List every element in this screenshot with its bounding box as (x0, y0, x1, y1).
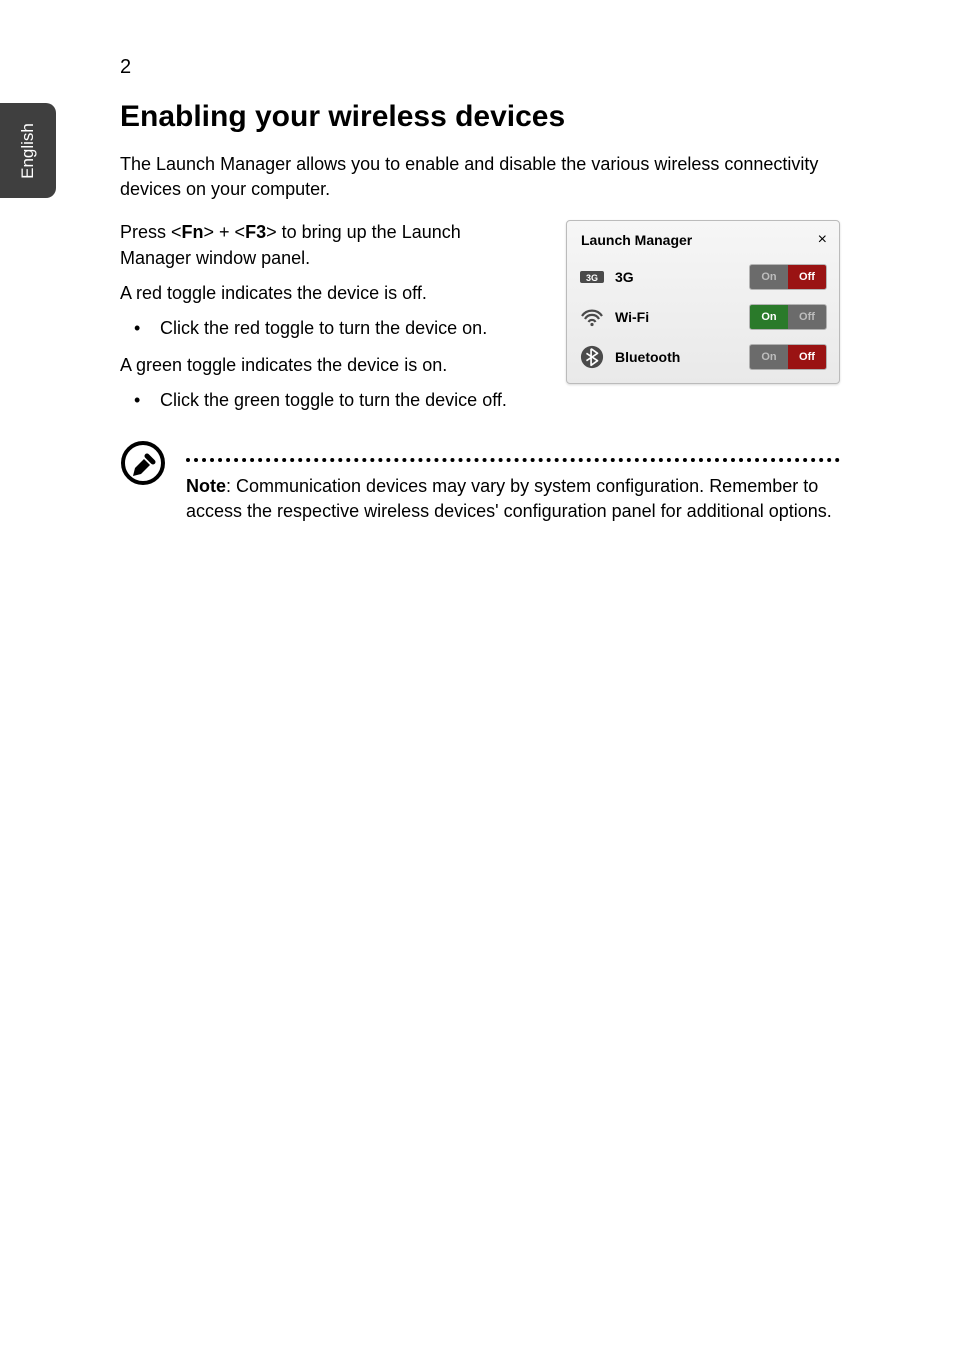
page-content: Enabling your wireless devices The Launc… (120, 100, 840, 524)
f3-key-label: F3 (245, 222, 266, 242)
bluetooth-label: Bluetooth (615, 349, 739, 365)
close-icon[interactable]: × (818, 231, 827, 249)
wifi-label: Wi-Fi (615, 309, 739, 325)
three-g-label: 3G (615, 269, 739, 285)
note-pin-icon (120, 440, 166, 486)
three-g-icon: 3G (579, 266, 605, 288)
green-bullet-item: Click the green toggle to turn the devic… (120, 388, 546, 413)
launch-manager-row-bluetooth: Bluetooth On Off (577, 337, 829, 377)
launch-manager-title: Launch Manager (581, 232, 692, 248)
wifi-toggle[interactable]: On Off (749, 304, 827, 330)
bluetooth-icon (579, 346, 605, 368)
red-bullet-list: Click the red toggle to turn the device … (120, 316, 546, 341)
dotted-divider (186, 458, 840, 462)
launch-manager-panel: Launch Manager × 3G 3G On Off (566, 220, 840, 384)
red-bullet-item: Click the red toggle to turn the device … (120, 316, 546, 341)
page-number: 2 (120, 56, 131, 79)
language-side-tab-label: English (18, 123, 38, 179)
note-block: Note: Communication devices may vary by … (120, 440, 840, 524)
press-instruction: Press <Fn> + <F3> to bring up the Launch… (120, 220, 520, 270)
bluetooth-toggle[interactable]: On Off (749, 344, 827, 370)
three-g-toggle[interactable]: On Off (749, 264, 827, 290)
page-title: Enabling your wireless devices (120, 100, 840, 134)
press-pre: Press < (120, 222, 182, 242)
fn-key-label: Fn (182, 222, 204, 242)
note-body: Note: Communication devices may vary by … (186, 440, 840, 524)
note-content: : Communication devices may vary by syst… (186, 476, 832, 521)
wifi-icon (579, 306, 605, 328)
toggle-on-half: On (750, 345, 788, 369)
launch-manager-header: Launch Manager × (577, 229, 829, 257)
left-text-column: Press <Fn> + <F3> to bring up the Launch… (120, 220, 546, 425)
green-bullet-list: Click the green toggle to turn the devic… (120, 388, 546, 413)
green-toggle-line: A green toggle indicates the device is o… (120, 353, 520, 378)
language-side-tab: English (0, 103, 56, 198)
toggle-off-half: Off (788, 265, 826, 289)
launch-manager-row-3g: 3G 3G On Off (577, 257, 829, 297)
svg-text:3G: 3G (586, 273, 598, 283)
intro-paragraph: The Launch Manager allows you to enable … (120, 152, 840, 202)
note-text: Note: Communication devices may vary by … (186, 474, 840, 524)
toggle-on-half: On (750, 305, 788, 329)
toggle-off-half: Off (788, 305, 826, 329)
body-two-column: Press <Fn> + <F3> to bring up the Launch… (120, 220, 840, 425)
red-toggle-line: A red toggle indicates the device is off… (120, 281, 520, 306)
toggle-off-half: Off (788, 345, 826, 369)
launch-manager-row-wifi: Wi-Fi On Off (577, 297, 829, 337)
toggle-on-half: On (750, 265, 788, 289)
press-mid: > + < (204, 222, 246, 242)
note-label: Note (186, 476, 226, 496)
